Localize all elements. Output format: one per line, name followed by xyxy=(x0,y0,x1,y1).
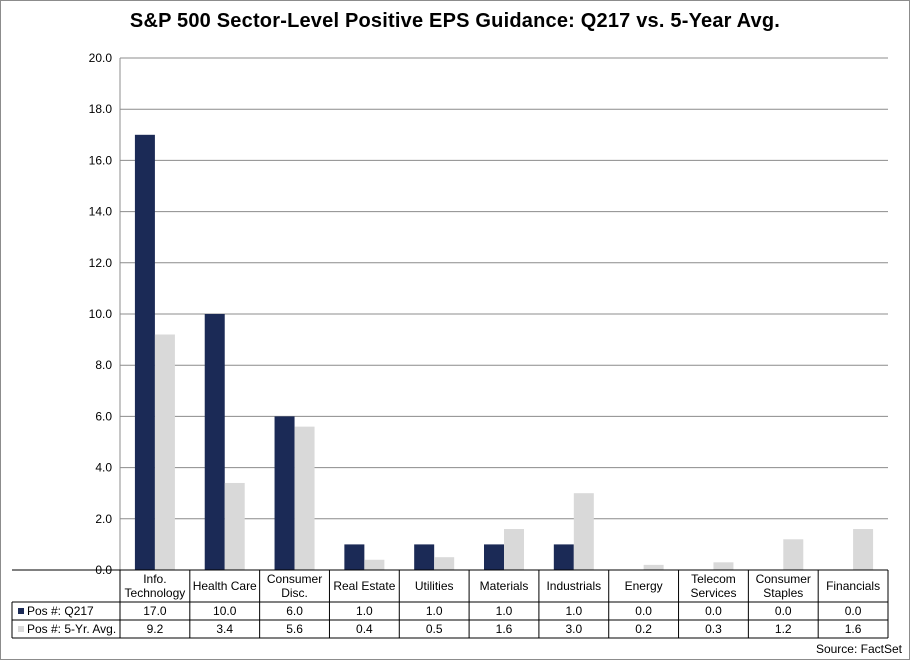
bar-5yr-avg xyxy=(783,539,804,570)
chart-title: S&P 500 Sector-Level Positive EPS Guidan… xyxy=(129,10,781,32)
bar-q217 xyxy=(134,134,155,571)
y-tick-label: 6.0 xyxy=(95,409,112,423)
y-tick-label: 20.0 xyxy=(89,51,113,65)
y-tick-label: 4.0 xyxy=(95,461,112,475)
bar-5yr-avg xyxy=(294,426,315,570)
x-category-label: Telecom xyxy=(691,572,736,586)
source-note: Source: FactSet xyxy=(815,642,902,656)
bar-q217 xyxy=(204,314,225,570)
y-tick-label: 16.0 xyxy=(89,153,113,167)
bar-q217 xyxy=(484,544,504,570)
data-label: 0.0 xyxy=(635,604,652,618)
data-label: 5.6 xyxy=(286,622,303,636)
bar-5yr-avg xyxy=(154,334,175,570)
data-label: 17.0 xyxy=(143,604,167,618)
y-tick-label: 10.0 xyxy=(89,307,113,321)
x-category-label: Financials xyxy=(826,579,880,593)
bar-5yr-avg xyxy=(853,529,874,570)
data-label: 1.0 xyxy=(496,604,513,618)
x-category-label: Real Estate xyxy=(333,579,395,593)
data-label: 1.0 xyxy=(565,604,582,618)
bar-5yr-avg xyxy=(643,564,664,570)
bar-q217 xyxy=(274,416,295,570)
bar-q217 xyxy=(414,544,435,570)
data-label: 1.0 xyxy=(426,604,443,618)
data-label: 1.6 xyxy=(845,622,862,636)
x-category-label: Disc. xyxy=(281,586,308,600)
data-label: 0.2 xyxy=(635,622,652,636)
data-label: 9.2 xyxy=(147,622,164,636)
y-tick-label: 8.0 xyxy=(95,358,112,372)
x-category-label: Technology xyxy=(125,586,186,600)
bar-5yr-avg xyxy=(434,557,455,570)
legend-key xyxy=(18,608,24,614)
data-label: 0.3 xyxy=(705,622,722,636)
y-tick-label: 2.0 xyxy=(95,512,112,526)
bar-q217 xyxy=(553,544,574,570)
data-label: 0.0 xyxy=(845,604,862,618)
bar-5yr-avg xyxy=(713,562,734,570)
data-label: 10.0 xyxy=(213,604,237,618)
bar-5yr-avg xyxy=(504,529,524,570)
x-category-label: Energy xyxy=(625,579,663,593)
data-label: 3.0 xyxy=(565,622,582,636)
x-category-label: Consumer xyxy=(267,572,322,586)
x-category-label: Consumer xyxy=(756,572,811,586)
y-tick-label: 18.0 xyxy=(89,102,113,116)
x-category-label: Materials xyxy=(480,579,529,593)
bar-5yr-avg xyxy=(224,482,245,570)
data-label: 1.6 xyxy=(496,622,513,636)
data-label: 6.0 xyxy=(286,604,303,618)
x-category-label: Staples xyxy=(763,586,803,600)
legend-label: Pos #: 5-Yr. Avg. xyxy=(27,622,116,636)
legend-key xyxy=(18,626,24,632)
data-label: 1.2 xyxy=(775,622,792,636)
y-tick-label: 12.0 xyxy=(89,256,113,270)
data-label: 3.4 xyxy=(216,622,233,636)
data-label: 0.0 xyxy=(775,604,792,618)
y-tick-label: 14.0 xyxy=(89,205,113,219)
x-category-label: Industrials xyxy=(546,579,601,593)
data-label: 0.4 xyxy=(356,622,373,636)
x-category-label: Info. xyxy=(143,572,166,586)
x-category-label: Health Care xyxy=(193,579,257,593)
x-category-label: Utilities xyxy=(415,579,454,593)
bar-5yr-avg xyxy=(364,559,385,570)
data-label: 1.0 xyxy=(356,604,373,618)
x-category-label: Services xyxy=(690,586,736,600)
legend-label: Pos #: Q217 xyxy=(27,604,94,618)
data-label: 0.0 xyxy=(705,604,722,618)
bar-5yr-avg xyxy=(573,493,594,570)
data-label: 0.5 xyxy=(426,622,443,636)
bar-q217 xyxy=(344,544,365,570)
